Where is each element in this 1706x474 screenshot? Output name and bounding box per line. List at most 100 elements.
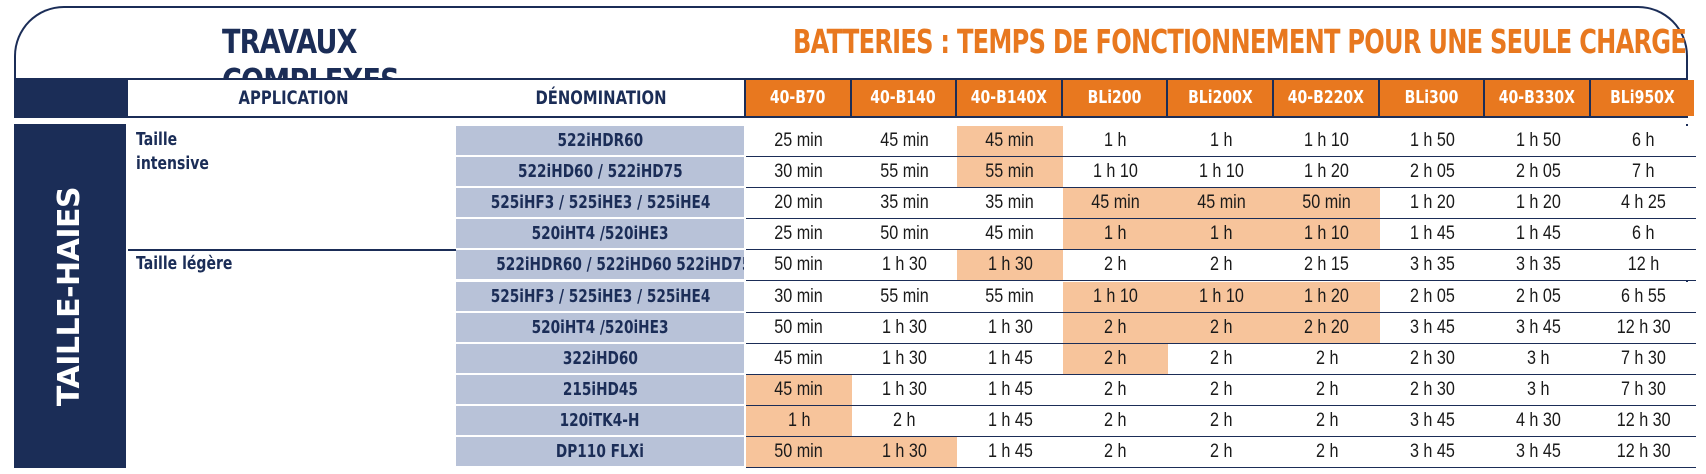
runtime-cell: 2 h [1168, 374, 1274, 406]
header-gap [14, 118, 1688, 124]
runtime-cell: 1 h 20 [1274, 281, 1380, 313]
runtime-cell: 2 h 05 [1485, 157, 1591, 189]
denomination-cell: DP110 FLXi [456, 437, 744, 469]
runtime-cell: 1 h [1062, 219, 1169, 251]
denomination-cell: 525iHF3 / 525iHE3 / 525iHE4 [456, 188, 744, 220]
denomination-cell: 522iHDR60 [456, 126, 744, 158]
column-header-battery: BLi950X [1590, 80, 1695, 116]
runtime-cell: 1 h 10 [1062, 157, 1169, 189]
runtime-cell: 1 h 50 [1379, 126, 1486, 158]
runtime-cell: 55 min [851, 281, 958, 313]
denomination-cell: 322iHD60 [456, 343, 744, 375]
runtime-cell: 25 min [746, 126, 852, 158]
runtime-cell: 2 h [1274, 343, 1380, 375]
runtime-cell: 2 h 30 [1379, 343, 1486, 375]
denomination-cell: 520iHT4 /520iHE3 [456, 312, 744, 344]
runtime-cell: 1 h 10 [1062, 281, 1169, 313]
runtime-cell: 1 h 45 [1379, 219, 1486, 251]
column-header-battery: 40-B220X [1274, 80, 1378, 116]
column-header-denomination: DÉNOMINATION [458, 80, 744, 116]
runtime-cell: 2 h [1168, 437, 1274, 469]
runtime-cell: 1 h 45 [957, 343, 1063, 375]
right-title: BATTERIES : TEMPS DE FONCTIONNEMENT POUR… [793, 22, 1687, 61]
runtime-cell: 1 h 30 [851, 437, 958, 469]
runtime-cell: 3 h [1485, 374, 1591, 406]
runtime-cell: 4 h 25 [1590, 188, 1697, 220]
runtime-cell: 3 h 45 [1485, 312, 1591, 344]
runtime-cell: 6 h 55 [1590, 281, 1697, 313]
runtime-cell: 3 h 35 [1379, 250, 1486, 282]
runtime-cell: 2 h 30 [1379, 374, 1486, 406]
runtime-cell: 55 min [957, 157, 1063, 189]
runtime-cell: 1 h 10 [1274, 219, 1380, 251]
runtime-cell: 6 h [1590, 219, 1697, 251]
runtime-cell: 55 min [851, 157, 958, 189]
runtime-cell: 3 h 45 [1379, 405, 1486, 437]
runtime-cell: 2 h [1168, 250, 1274, 282]
runtime-cell: 3 h 45 [1485, 437, 1591, 469]
runtime-cell: 3 h 45 [1379, 437, 1486, 469]
denomination-cell: 522iHD60 / 522iHD75 [456, 157, 744, 189]
runtime-cell: 12 h 30 [1590, 405, 1697, 437]
runtime-cell: 2 h [1274, 437, 1380, 469]
runtime-cell: 1 h [1168, 126, 1274, 158]
runtime-cell: 2 h [1062, 437, 1169, 469]
runtime-cell: 1 h 30 [851, 312, 958, 344]
runtime-cell: 2 h [851, 405, 958, 437]
column-header-battery: 40-B70 [746, 80, 850, 116]
runtime-cell: 45 min [957, 219, 1063, 251]
runtime-cell: 1 h 20 [1485, 188, 1591, 220]
runtime-cell: 7 h 30 [1590, 343, 1697, 375]
runtime-cell: 12 h [1590, 250, 1697, 282]
runtime-cell: 1 h 20 [1274, 157, 1380, 189]
runtime-cell: 2 h [1168, 312, 1274, 344]
runtime-cell: 50 min [1274, 188, 1380, 220]
runtime-cell: 1 h 10 [1274, 126, 1380, 158]
runtime-cell: 45 min [1062, 188, 1169, 220]
denomination-cell: 525iHF3 / 525iHE3 / 525iHE4 [456, 281, 744, 313]
runtime-cell: 1 h 30 [957, 250, 1063, 282]
runtime-cell: 25 min [746, 219, 852, 251]
runtime-cell: 7 h 30 [1590, 374, 1697, 406]
runtime-cell: 2 h [1168, 343, 1274, 375]
runtime-cell: 2 h 20 [1274, 312, 1380, 344]
runtime-cell: 50 min [746, 250, 852, 282]
application-label: Taille légère [128, 252, 458, 467]
runtime-cell: 1 h 45 [1485, 219, 1591, 251]
runtime-cell: 7 h [1590, 157, 1697, 189]
runtime-cell: 35 min [957, 188, 1063, 220]
runtime-cell: 2 h [1062, 374, 1169, 406]
side-band [14, 124, 126, 468]
runtime-cell: 2 h [1062, 312, 1169, 344]
runtime-cell: 1 h 50 [1485, 126, 1591, 158]
runtime-cell: 3 h 35 [1485, 250, 1591, 282]
runtime-cell: 2 h [1062, 405, 1169, 437]
runtime-cell: 45 min [851, 126, 958, 158]
runtime-cell: 6 h [1590, 126, 1697, 158]
runtime-cell: 1 h [1168, 219, 1274, 251]
runtime-cell: 1 h 30 [851, 343, 958, 375]
runtime-cell: 3 h 45 [1379, 312, 1486, 344]
denomination-cell: 215iHD45 [456, 374, 744, 406]
runtime-cell: 4 h 30 [1485, 405, 1591, 437]
runtime-cell: 2 h [1274, 374, 1380, 406]
runtime-cell: 1 h 10 [1168, 281, 1274, 313]
column-header-battery: BLi200 [1062, 80, 1167, 116]
denomination-cell: 520iHT4 /520iHE3 [456, 219, 744, 251]
runtime-cell: 30 min [746, 157, 852, 189]
runtime-cell: 12 h 30 [1590, 437, 1697, 469]
runtime-cell: 1 h 45 [957, 437, 1063, 469]
runtime-cell: 30 min [746, 281, 852, 313]
runtime-cell: 2 h [1062, 343, 1169, 375]
column-header-battery: 40-B140 [851, 80, 956, 116]
denomination-cell: 522iHDR60 / 522iHD60 522iHD75 [456, 250, 744, 282]
runtime-cell: 45 min [1168, 188, 1274, 220]
runtime-cell: 1 h 30 [957, 312, 1063, 344]
runtime-cell: 2 h [1062, 250, 1169, 282]
column-header-battery: BLi300 [1379, 80, 1484, 116]
runtime-cell: 1 h 20 [1379, 188, 1486, 220]
runtime-cell: 2 h 05 [1379, 157, 1486, 189]
runtime-cell: 2 h 05 [1379, 281, 1486, 313]
column-header-battery: 40-B140X [957, 80, 1061, 116]
runtime-cell: 1 h 30 [851, 250, 958, 282]
